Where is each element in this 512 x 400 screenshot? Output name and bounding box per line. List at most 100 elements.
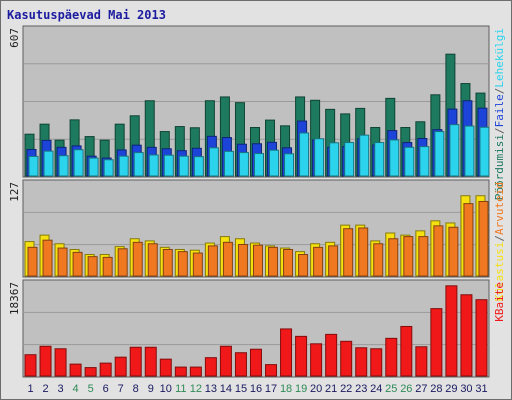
bar-arvuteid-day-29 [448,226,459,277]
legend-top-segment-0: Pöördumisi [493,134,506,200]
bar-arvuteid-day-21 [328,245,339,277]
bar-kbaite-day-1 [24,354,37,377]
bar-kbaite-day-10 [159,358,172,377]
bar-leheklgi-day-25 [389,139,400,177]
bar-leheklgi-day-8 [133,152,144,177]
chart-title: Kasutuspäevad Mai 2013 [7,8,166,22]
legend-top-segment-4: Lehekülgi [493,28,506,88]
panel-1-ymax-label: 607 [8,28,21,48]
x-axis-label-day-3: 3 [58,383,64,395]
bar-leheklgi-day-28 [434,131,445,177]
bar-kbaite-day-30 [460,294,473,377]
bar-leheklgi-day-12 [193,156,204,177]
x-axis-label-day-19: 19 [295,383,307,395]
x-axis-label-day-16: 16 [250,383,262,395]
x-axis-label-day-5: 5 [88,383,94,395]
legend-middle-segment-0: Külastusi [493,242,506,302]
bar-leheklgi-day-19 [299,132,310,177]
bar-leheklgi-day-4 [73,149,84,177]
x-axis-label-day-13: 13 [205,383,217,395]
panel-3-ymax-label: 18367 [8,282,21,315]
bar-arvuteid-day-11 [177,251,188,277]
bar-arvuteid-day-22 [343,228,354,277]
bar-leheklgi-day-3 [58,155,69,177]
x-axis-label-day-17: 17 [265,383,277,395]
x-axis-label-day-18: 18 [280,383,292,395]
x-axis-label-day-6: 6 [103,383,109,395]
bar-kbaite-day-27 [415,346,428,377]
x-axis-label-day-23: 23 [355,383,367,395]
legend-top-segment-2: Faile [493,94,506,127]
bar-kbaite-day-17 [265,364,278,377]
x-axis-label-day-15: 15 [235,383,247,395]
bar-kbaite-day-16 [249,348,262,377]
x-axis-label-day-1: 1 [27,383,33,395]
legend-middle-segment-2: Arvuteid [493,182,506,235]
bar-leheklgi-day-15 [238,152,249,177]
bar-arvuteid-day-20 [313,246,324,277]
bar-arvuteid-day-17 [268,246,279,277]
bar-arvuteid-day-6 [102,256,113,277]
bar-leheklgi-day-16 [253,153,264,177]
x-axis-label-day-8: 8 [133,383,139,395]
bar-arvuteid-day-24 [373,243,384,277]
bar-leheklgi-day-10 [163,154,174,177]
bar-kbaite-day-6 [99,362,112,377]
bar-kbaite-day-22 [340,340,353,377]
bar-kbaite-day-18 [280,328,293,377]
bar-leheklgi-day-30 [464,125,475,177]
bar-leheklgi-day-13 [208,147,219,177]
bar-leheklgi-day-23 [359,134,370,177]
bar-arvuteid-day-3 [57,247,68,277]
bar-kbaite-day-15 [234,352,247,377]
bar-arvuteid-day-23 [358,227,369,277]
x-axis-label-day-30: 30 [460,383,472,395]
bar-arvuteid-day-13 [207,245,218,277]
bar-arvuteid-day-19 [298,254,309,277]
bar-leheklgi-day-14 [223,150,234,177]
bar-kbaite-day-3 [54,348,67,377]
bar-arvuteid-day-26 [403,236,414,277]
bar-leheklgi-day-7 [118,155,129,177]
x-axis-label-day-4: 4 [73,383,79,395]
bar-leheklgi-day-5 [88,157,99,177]
x-axis-label-day-9: 9 [148,383,154,395]
bar-kbaite-day-12 [189,366,202,377]
x-axis-label-day-22: 22 [340,383,352,395]
bar-kbaite-day-23 [355,347,368,377]
bar-leheklgi-day-21 [329,142,340,177]
x-axis-label-day-2: 2 [42,383,48,395]
bar-kbaite-day-31 [475,299,488,377]
bar-kbaite-day-20 [310,343,323,377]
bar-arvuteid-day-25 [388,238,399,277]
bar-kbaite-day-9 [144,346,157,377]
bar-kbaite-day-21 [325,333,338,377]
bar-kbaite-day-5 [84,367,97,377]
bar-arvuteid-day-12 [192,252,203,277]
bar-arvuteid-day-5 [87,256,98,277]
bar-arvuteid-day-31 [478,200,489,277]
bar-arvuteid-day-28 [433,225,444,277]
bar-kbaite-day-14 [219,345,232,377]
bar-arvuteid-day-18 [283,248,294,277]
bar-leheklgi-day-26 [404,146,415,177]
x-axis-label-day-25: 25 [385,383,397,395]
bar-arvuteid-day-10 [162,248,173,277]
bar-kbaite-day-28 [430,308,443,377]
panel-2-ymax-label: 127 [8,182,21,202]
legend-bottom-segment-0: KBaite [493,282,506,322]
bar-leheklgi-day-22 [344,142,355,177]
bar-leheklgi-day-27 [419,146,430,177]
bar-leheklgi-day-1 [28,155,39,177]
x-axis-label-day-10: 10 [160,383,172,395]
bar-arvuteid-day-15 [237,243,248,277]
bar-leheklgi-day-11 [178,155,189,177]
bar-kbaite-day-29 [445,285,458,377]
x-axis-label-day-31: 31 [475,383,487,395]
x-axis-label-day-11: 11 [175,383,186,395]
bar-kbaite-day-19 [295,335,308,377]
bar-kbaite-day-7 [114,356,127,377]
bar-kbaite-day-26 [400,325,413,377]
bar-kbaite-day-2 [39,345,52,377]
x-axis-label-day-20: 20 [310,383,322,395]
